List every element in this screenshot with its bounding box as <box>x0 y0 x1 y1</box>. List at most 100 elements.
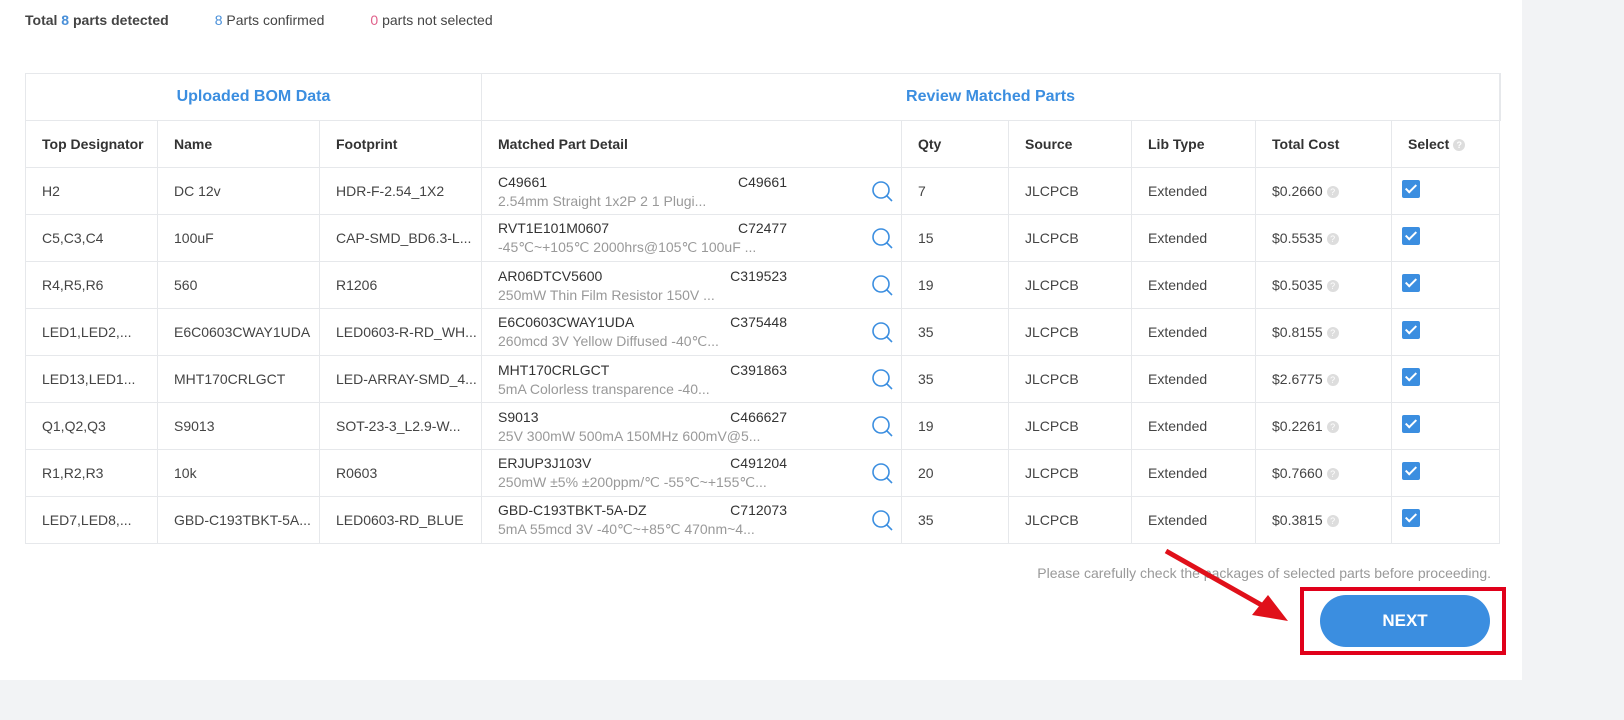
lib-type-cell-text: Extended <box>1148 324 1208 340</box>
total-detected: Total 8 parts detected <box>25 12 169 28</box>
footprint-cell-text: R0603 <box>336 465 378 481</box>
qty-cell: 35 <box>901 355 1009 403</box>
lcsc-number[interactable]: C491204 <box>730 455 787 471</box>
total-cost: $0.7660 <box>1272 465 1323 481</box>
matched-part-cell: GBD-C193TBKT-5A-DZ C712073 5mA 55mcd 3V -… <box>481 496 902 544</box>
select-checkbox[interactable] <box>1402 227 1420 246</box>
select-checkbox[interactable] <box>1402 415 1420 434</box>
search-icon[interactable] <box>871 321 893 343</box>
search-icon[interactable] <box>871 368 893 390</box>
select-checkbox[interactable] <box>1402 321 1420 340</box>
lcsc-number[interactable]: C319523 <box>730 267 787 284</box>
help-icon[interactable]: ? <box>1326 327 1339 339</box>
table-row: LED13,LED1... MHT170CRLGCT LED-ARRAY-SMD_4… <box>25 355 1501 403</box>
column-header: Total Cost <box>1255 120 1392 168</box>
search-icon[interactable] <box>871 180 893 202</box>
footprint-cell-text: HDR-F-2.54_1X2 <box>336 183 445 199</box>
lib-type-cell-text: Extended <box>1148 465 1208 481</box>
lcsc-number[interactable]: C712073 <box>730 502 787 518</box>
source-cell: JLCPCB <box>1008 261 1132 309</box>
matched-part-cell: MHT170CRLGCT C391863 5mA Colorless transp… <box>481 355 902 403</box>
total-cost: $0.5035 <box>1272 277 1323 293</box>
designator-cell: Q1,Q2,Q3 <box>25 402 158 450</box>
help-icon[interactable]: ? <box>1326 186 1339 198</box>
part-number[interactable]: E6C0603CWAY1UDA <box>498 314 635 330</box>
help-icon[interactable]: ? <box>1326 515 1339 527</box>
lcsc-number[interactable]: C466627 <box>730 408 787 425</box>
column-header-label: Name <box>174 136 213 152</box>
help-icon[interactable]: ? <box>1326 421 1339 433</box>
part-description: 5mA 55mcd 3V -40℃~+85℃ 470nm~4... <box>498 521 755 537</box>
part-number[interactable]: S9013 <box>498 408 539 425</box>
search-icon[interactable] <box>871 509 893 531</box>
select-checkbox[interactable] <box>1402 274 1420 293</box>
matched-part-cell: E6C0603CWAY1UDA C375448 260mcd 3V Yellow … <box>481 308 902 356</box>
name-cell-text: 100uF <box>174 230 214 246</box>
lcsc-number[interactable]: C72477 <box>737 220 787 236</box>
total-cost-cell: $0.2261? <box>1255 402 1392 450</box>
part-description: 2.54mm Straight 1x2P 2 1 Plugi... <box>498 192 707 209</box>
column-header-label: Source <box>1025 136 1073 152</box>
column-header: Lib Type <box>1131 120 1256 168</box>
footprint-cell-text: LED-ARRAY-SMD_4... <box>336 371 477 387</box>
search-icon[interactable] <box>871 274 893 296</box>
search-icon[interactable] <box>871 415 893 437</box>
detection-summary: Total 8 parts detected 8 Parts confirmed… <box>25 12 539 28</box>
part-number[interactable]: MHT170CRLGCT <box>498 361 610 378</box>
part-description: 5mA Colorless transparence -40... <box>498 380 710 397</box>
select-cell <box>1391 261 1500 309</box>
designator-cell-text: LED1,LED2,... <box>42 324 132 340</box>
name-cell: 560 <box>157 261 320 309</box>
package-check-note: Please carefully check the packages of s… <box>1037 565 1491 581</box>
lcsc-number[interactable]: C391863 <box>730 361 787 378</box>
lcsc-number[interactable]: C375448 <box>730 314 787 330</box>
source-cell: JLCPCB <box>1008 402 1132 450</box>
select-checkbox[interactable] <box>1402 180 1420 199</box>
select-checkbox[interactable] <box>1402 509 1420 528</box>
designator-cell-text: R4,R5,R6 <box>42 277 104 293</box>
part-description: -45℃~+105℃ 2000hrs@105℃ 100uF ... <box>498 239 757 255</box>
column-header: Qty <box>901 120 1009 168</box>
designator-cell: R1,R2,R3 <box>25 449 158 497</box>
qty-cell: 19 <box>901 261 1009 309</box>
footprint-cell-text: CAP-SMD_BD6.3-L... <box>336 230 472 246</box>
part-number[interactable]: GBD-C193TBKT-5A-DZ <box>498 502 647 518</box>
total-cost: $0.5535 <box>1272 230 1323 246</box>
lib-type-cell: Extended <box>1131 308 1256 356</box>
qty-cell: 35 <box>901 496 1009 544</box>
total-cost: $0.3815 <box>1272 512 1323 528</box>
designator-cell-text: LED7,LED8,... <box>42 512 132 528</box>
column-header-label: Footprint <box>336 136 398 152</box>
total-cost-cell: $0.3815? <box>1255 496 1392 544</box>
search-icon[interactable] <box>871 227 893 249</box>
name-cell-text: E6C0603CWAY1UDA <box>174 324 311 340</box>
select-checkbox[interactable] <box>1402 462 1420 481</box>
lib-type-cell-text: Extended <box>1148 230 1208 246</box>
name-cell: MHT170CRLGCT <box>157 355 320 403</box>
help-icon[interactable]: ? <box>1326 233 1339 245</box>
part-number[interactable]: ERJUP3J103V <box>498 455 592 471</box>
help-icon[interactable]: ? <box>1326 468 1339 480</box>
source-cell: JLCPCB <box>1008 449 1132 497</box>
part-number[interactable]: RVT1E101M0607 <box>498 220 610 236</box>
help-icon[interactable]: ? <box>1326 280 1339 292</box>
source-cell-text: JLCPCB <box>1025 183 1079 199</box>
part-number[interactable]: AR06DTCV5600 <box>498 267 603 284</box>
qty-cell-text: 19 <box>918 418 934 434</box>
lib-type-cell: Extended <box>1131 261 1256 309</box>
help-icon[interactable]: ? <box>1326 374 1339 386</box>
next-button[interactable]: NEXT <box>1320 595 1490 647</box>
source-cell-text: JLCPCB <box>1025 512 1079 528</box>
footprint-cell: R0603 <box>319 449 482 497</box>
qty-cell: 35 <box>901 308 1009 356</box>
part-description: 260mcd 3V Yellow Diffused -40℃... <box>498 333 719 349</box>
help-icon[interactable]: ? <box>1453 139 1466 151</box>
part-number[interactable]: C49661 <box>498 173 548 190</box>
lcsc-number[interactable]: C49661 <box>737 173 787 190</box>
part-description: 250mW Thin Film Resistor 150V ... <box>498 286 715 303</box>
designator-cell-text: C5,C3,C4 <box>42 230 104 246</box>
search-icon[interactable] <box>871 462 893 484</box>
select-checkbox[interactable] <box>1402 368 1420 387</box>
part-description: 25V 300mW 500mA 150MHz 600mV@5... <box>498 427 761 444</box>
footprint-cell: SOT-23-3_L2.9-W... <box>319 402 482 450</box>
